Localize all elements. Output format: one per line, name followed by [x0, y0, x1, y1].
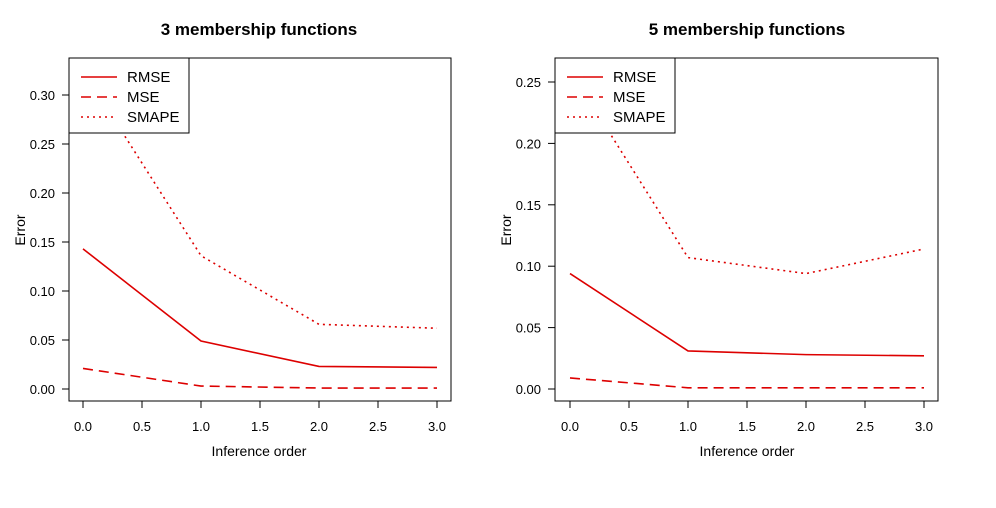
legend-label-mse: MSE — [613, 89, 646, 106]
x-tick-label: 3.0 — [428, 419, 446, 434]
y-tick-label: 0.25 — [516, 75, 541, 90]
legend-label-mse: MSE — [127, 89, 160, 106]
legend-label-smape: SMAPE — [127, 109, 180, 126]
legend-label-smape: SMAPE — [613, 109, 666, 126]
chart-panel-3-membership-functions: 3 membership functions Inference order E… — [12, 20, 452, 459]
x-tick-label: 2.0 — [797, 419, 815, 434]
y-tick-label: 0.25 — [30, 137, 55, 152]
x-tick-label: 1.0 — [679, 419, 697, 434]
x-tick-label: 0.5 — [133, 419, 151, 434]
series-line-smape — [82, 70, 438, 330]
chart-panel-5-membership-functions: 5 membership functions Inference order E… — [498, 20, 939, 459]
legend-box — [68, 57, 190, 134]
legend-label-rmse: RMSE — [127, 69, 170, 86]
y-tick-label: 0.20 — [30, 186, 55, 201]
y-tick-label: 0.15 — [30, 235, 55, 250]
x-tick-label: 0.5 — [620, 419, 638, 434]
series-line-mse — [82, 367, 437, 389]
legend-label-rmse: RMSE — [613, 69, 656, 86]
y-tick-label: 0.00 — [516, 382, 541, 397]
x-tick-label: 0.0 — [561, 419, 579, 434]
legend-box — [554, 57, 676, 134]
x-tick-label: 1.5 — [251, 419, 269, 434]
y-tick-label: 0.05 — [516, 321, 541, 336]
y-tick-label: 0.15 — [516, 198, 541, 213]
x-tick-label: 2.5 — [369, 419, 387, 434]
x-tick-label: 3.0 — [915, 419, 933, 434]
x-axis-label: Inference order — [700, 443, 795, 459]
series-line-rmse — [82, 248, 438, 369]
y-tick-label: 0.10 — [30, 284, 55, 299]
chart-title: 3 membership functions — [161, 20, 357, 39]
series-line-mse — [569, 377, 924, 389]
chart-title: 5 membership functions — [649, 20, 845, 39]
y-tick-label: 0.00 — [30, 382, 55, 397]
y-tick-label: 0.10 — [516, 259, 541, 274]
y-axis-label: Error — [498, 214, 514, 245]
x-tick-label: 0.0 — [74, 419, 92, 434]
series-line-rmse — [569, 272, 925, 357]
y-axis-label: Error — [12, 214, 28, 245]
y-tick-label: 0.05 — [30, 333, 55, 348]
y-tick-label: 0.20 — [516, 136, 541, 151]
x-tick-label: 2.5 — [856, 419, 874, 434]
x-tick-label: 2.0 — [310, 419, 328, 434]
x-tick-label: 1.5 — [738, 419, 756, 434]
y-tick-label: 0.30 — [30, 88, 55, 103]
x-tick-label: 1.0 — [192, 419, 210, 434]
x-axis-label: Inference order — [212, 443, 307, 459]
